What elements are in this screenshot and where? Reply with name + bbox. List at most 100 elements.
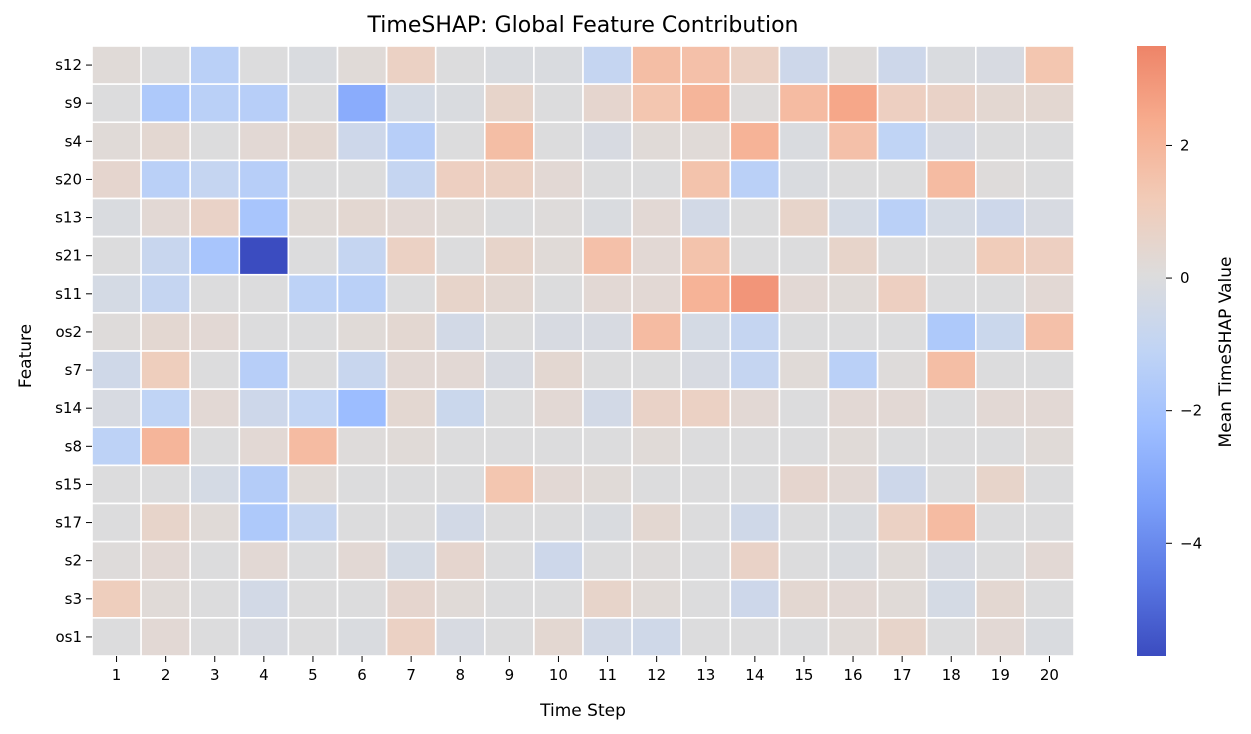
heatmap-cell-os1-t4 xyxy=(238,617,290,657)
heatmap-cell-s20-t20 xyxy=(1024,159,1075,200)
heatmap-cell-s20-t18 xyxy=(925,159,977,200)
heatmap-cell-s17-t20 xyxy=(1024,502,1075,543)
heatmap-cell-s9-t19 xyxy=(974,83,1026,124)
heatmap-cell-s12-t13 xyxy=(680,45,732,85)
x-tick-label: 18 xyxy=(942,666,961,684)
heatmap-cell-s9-t10 xyxy=(533,83,584,124)
colorbar-tick-label: −2 xyxy=(1180,402,1202,420)
heatmap-cell-s13-t17 xyxy=(876,197,928,238)
heatmap-cell-s21-t2 xyxy=(140,235,192,276)
heatmap-cell-s13-t3 xyxy=(189,197,241,238)
heatmap-cell-s13-t7 xyxy=(385,197,437,238)
heatmap-cell-os1-t10 xyxy=(533,617,584,657)
heatmap-cell-s15-t10 xyxy=(533,464,584,505)
heatmap-cell-s15-t15 xyxy=(778,464,830,505)
heatmap-cell-s21-t13 xyxy=(680,235,732,276)
heatmap-cell-s15-t19 xyxy=(974,464,1026,505)
heatmap-cell-s11-t11 xyxy=(582,273,633,314)
heatmap-cell-s4-t4 xyxy=(238,121,290,162)
heatmap-cell-s20-t17 xyxy=(876,159,928,200)
heatmap-cell-s21-t6 xyxy=(336,235,388,276)
heatmap-cell-s4-t5 xyxy=(287,121,339,162)
heatmap-cell-s14-t13 xyxy=(680,388,732,429)
heatmap-cell-s3-t12 xyxy=(631,578,682,619)
heatmap-cell-s12-t19 xyxy=(974,45,1026,85)
heatmap-cell-s4-t6 xyxy=(336,121,388,162)
heatmap-cell-s4-t10 xyxy=(533,121,584,162)
heatmap-cell-s7-t3 xyxy=(189,350,241,390)
heatmap-cell-s20-t16 xyxy=(827,159,879,200)
heatmap-cell-s2-t15 xyxy=(778,540,830,581)
heatmap-cell-s7-t5 xyxy=(287,350,339,390)
heatmap-cell-s4-t8 xyxy=(434,121,486,162)
heatmap-cell-s8-t20 xyxy=(1024,426,1075,467)
heatmap-cell-s14-t18 xyxy=(925,388,977,429)
heatmap-cell-s3-t1 xyxy=(91,578,142,619)
heatmap-cell-s11-t4 xyxy=(238,273,290,314)
heatmap-cell-s20-t9 xyxy=(483,159,535,200)
heatmap-cell-s15-t14 xyxy=(729,464,781,505)
heatmap-cell-s11-t8 xyxy=(434,273,486,314)
heatmap-cell-s9-t4 xyxy=(238,83,290,124)
heatmap-cell-os1-t18 xyxy=(925,617,977,657)
heatmap-cell-os1-t19 xyxy=(974,617,1026,657)
heatmap-cell-s21-t15 xyxy=(778,235,830,276)
heatmap-cell-s4-t2 xyxy=(140,121,192,162)
y-tick-label: os1 xyxy=(55,628,82,646)
heatmap-cell-s21-t11 xyxy=(582,235,633,276)
heatmap-cell-os1-t16 xyxy=(827,617,879,657)
heatmap-cell-s12-t15 xyxy=(778,45,830,85)
x-tick-label: 9 xyxy=(505,666,515,684)
heatmap-cell-s12-t3 xyxy=(189,45,241,85)
heatmap-cell-os1-t11 xyxy=(582,617,633,657)
heatmap-cell-s11-t9 xyxy=(483,273,535,314)
heatmap-cell-s11-t10 xyxy=(533,273,584,314)
heatmap-cell-s12-t14 xyxy=(729,45,781,85)
heatmap-cell-s8-t4 xyxy=(238,426,290,467)
heatmap-cell-s2-t11 xyxy=(582,540,633,581)
heatmap-cell-s13-t10 xyxy=(533,197,584,238)
heatmap-cell-s9-t13 xyxy=(680,83,732,124)
y-tick-label: s15 xyxy=(55,475,82,493)
heatmap-cell-s2-t9 xyxy=(483,540,535,581)
heatmap-cell-s11-t14 xyxy=(729,273,781,314)
heatmap-cell-s9-t18 xyxy=(925,83,977,124)
heatmap-cell-s13-t16 xyxy=(827,197,879,238)
heatmap-cell-s21-t3 xyxy=(189,235,241,276)
heatmap-cell-s2-t14 xyxy=(729,540,781,581)
heatmap-cell-s14-t20 xyxy=(1024,388,1075,429)
heatmap-cell-s15-t11 xyxy=(582,464,633,505)
x-tick-label: 10 xyxy=(549,666,568,684)
heatmap-cell-s15-t18 xyxy=(925,464,977,505)
heatmap-cell-s15-t9 xyxy=(483,464,535,505)
heatmap-cell-os2-t3 xyxy=(189,312,241,352)
y-tick-label: s14 xyxy=(55,399,82,417)
y-tick-label: s11 xyxy=(55,285,82,303)
colorbar-label: Mean TimeSHAP Value xyxy=(1216,257,1236,448)
y-tick-label: s3 xyxy=(65,590,82,608)
heatmap-cell-s9-t1 xyxy=(91,83,142,124)
heatmap-cell-os1-t13 xyxy=(680,617,732,657)
heatmap-cell-s3-t16 xyxy=(827,578,879,619)
heatmap-cell-s2-t3 xyxy=(189,540,241,581)
heatmap-cell-s4-t17 xyxy=(876,121,928,162)
heatmap-cell-s21-t8 xyxy=(434,235,486,276)
heatmap-cell-s21-t4 xyxy=(238,235,290,276)
heatmap-cell-s7-t12 xyxy=(631,350,682,390)
y-tick-label: s2 xyxy=(65,552,82,570)
heatmap-cell-s8-t18 xyxy=(925,426,977,467)
heatmap-cell-s7-t9 xyxy=(483,350,535,390)
x-tick-label: 6 xyxy=(357,666,367,684)
heatmap-cell-s4-t15 xyxy=(778,121,830,162)
heatmap-cell-s20-t3 xyxy=(189,159,241,200)
heatmap-cell-s2-t13 xyxy=(680,540,732,581)
heatmap-cell-s9-t16 xyxy=(827,83,879,124)
heatmap-cell-s9-t7 xyxy=(385,83,437,124)
heatmap-cell-s21-t5 xyxy=(287,235,339,276)
heatmap-cell-s4-t19 xyxy=(974,121,1026,162)
heatmap-cell-s12-t10 xyxy=(533,45,584,85)
heatmap-cell-s14-t10 xyxy=(533,388,584,429)
heatmap-cell-os2-t6 xyxy=(336,312,388,352)
heatmap-cell-s3-t3 xyxy=(189,578,241,619)
heatmap-cell-s7-t10 xyxy=(533,350,584,390)
